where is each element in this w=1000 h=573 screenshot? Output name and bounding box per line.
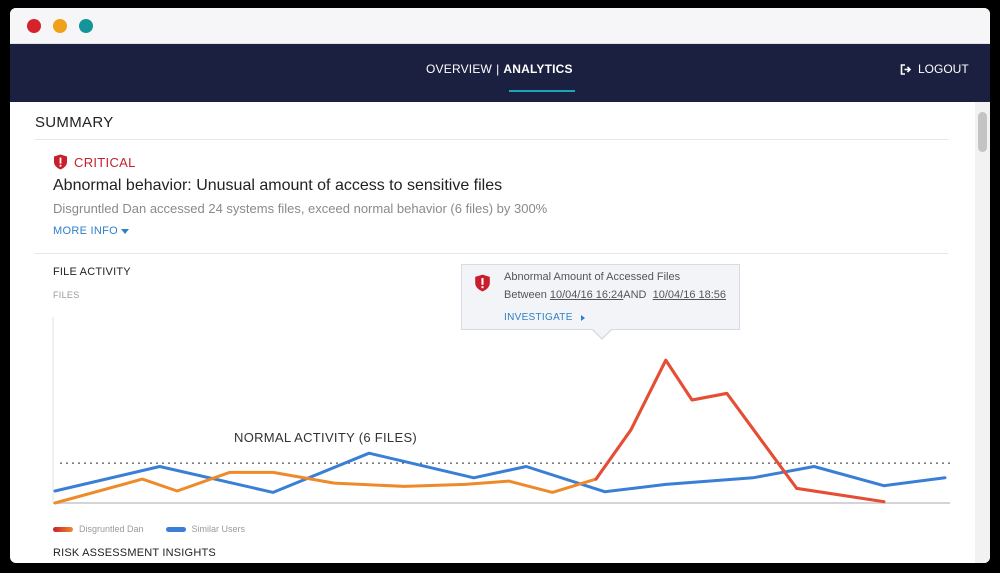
series-line-disgruntled-dan [53, 358, 886, 505]
logout-icon [900, 63, 912, 75]
tooltip-start-time[interactable]: 10/04/16 16:24 [549, 289, 624, 301]
series-tail-segment [795, 486, 886, 504]
more-info-link[interactable]: MORE INFO [53, 225, 130, 237]
investigate-label: INVESTIGATE [504, 312, 573, 323]
nav-active-indicator [509, 90, 575, 92]
severity-row: CRITICAL [53, 154, 136, 170]
tooltip-and: AND [623, 289, 647, 301]
alert-headline: Abnormal behavior: Unusual amount of acc… [53, 177, 503, 194]
legend-item-similar[interactable]: Similar Users [165, 524, 246, 534]
risk-assessment-title: RISK ASSESSMENT INSIGHTS [53, 547, 216, 559]
chart-y-label: FILES [53, 290, 80, 300]
logout-button[interactable]: LOGOUT [900, 62, 969, 76]
legend-label-similar: Similar Users [191, 524, 246, 534]
investigate-link[interactable]: INVESTIGATE [504, 312, 585, 323]
nav-separator: | [496, 62, 500, 76]
title-bar [10, 8, 990, 44]
tooltip-pointer [593, 329, 611, 338]
alert-description: Disgruntled Dan accessed 24 systems file… [53, 201, 548, 216]
tooltip-between: Between [504, 289, 547, 301]
file-activity-chart [52, 317, 950, 505]
summary-title: SUMMARY [35, 114, 114, 131]
critical-shield-icon [54, 154, 67, 170]
severity-label: CRITICAL [74, 154, 136, 170]
more-info-label: MORE INFO [53, 225, 119, 237]
normal-activity-label: NORMAL ACTIVITY (6 FILES) [228, 430, 424, 445]
nav-analytics-link[interactable]: ANALYTICS [503, 62, 573, 76]
nav-links: OVERVIEW | ANALYTICS [426, 62, 573, 76]
legend-swatch-similar [165, 526, 186, 532]
tooltip-title: Abnormal Amount of Accessed Files [504, 271, 681, 283]
legend-item-dan[interactable]: Disgruntled Dan [53, 524, 144, 534]
zoom-window-button[interactable] [79, 19, 93, 33]
tooltip-range: Between 10/04/16 16:24AND 10/04/16 18:56 [504, 289, 726, 301]
series-line-similar-users [53, 451, 947, 494]
chevron-right-icon [580, 314, 585, 321]
close-window-button[interactable] [27, 19, 41, 33]
summary-divider [35, 139, 948, 140]
legend-label-dan: Disgruntled Dan [79, 524, 144, 534]
vertical-scrollbar[interactable] [975, 102, 990, 563]
anomaly-tooltip: Abnormal Amount of Accessed Files Betwee… [461, 264, 740, 340]
legend-swatch-dan [53, 526, 73, 532]
minimize-window-button[interactable] [53, 19, 67, 33]
main-content: SUMMARY CRITICAL Abnormal behavior: Unus… [10, 102, 975, 563]
caret-down-icon [121, 228, 130, 234]
section-divider [35, 253, 948, 254]
nav-overview-link[interactable]: OVERVIEW [426, 62, 493, 76]
tooltip-end-time[interactable]: 10/04/16 18:56 [652, 289, 727, 301]
alert-shield-icon [475, 274, 490, 292]
app-window: OVERVIEW | ANALYTICS LOGOUT SUMMARY CRITIC… [10, 8, 990, 563]
logout-label: LOGOUT [918, 62, 969, 76]
top-navbar: OVERVIEW | ANALYTICS LOGOUT [10, 44, 990, 102]
chart-legend: Disgruntled Dan Similar Users [53, 524, 267, 534]
anomaly-spike-segment[interactable] [594, 358, 799, 490]
scrollbar-thumb[interactable] [978, 112, 987, 152]
file-activity-title: FILE ACTIVITY [53, 266, 131, 278]
